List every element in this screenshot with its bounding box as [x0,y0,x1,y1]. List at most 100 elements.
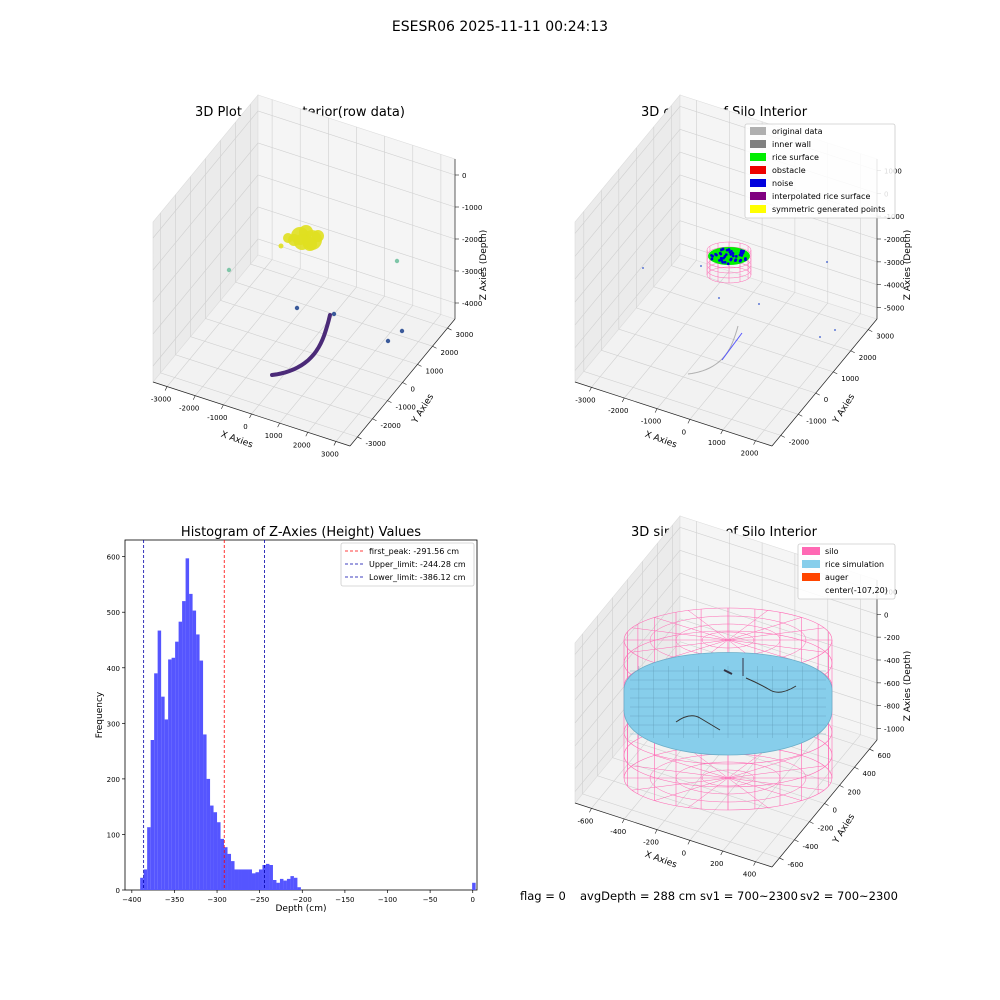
histogram-legend: first_peak: -291.56 cm Upper_limit: -244.… [340,542,475,587]
raw-plot-xlabel: X Axies [219,430,254,451]
y-tick-mark [815,392,820,396]
y-grid-line [635,147,834,373]
histogram-bar [178,621,183,890]
y-tick-mark [850,350,855,354]
y-tick-label: 3000 [876,333,894,341]
histogram-ticks: −400 −350 −300 −250 −200 −150 −100 −50 0 0 100 200 3… [107,554,475,904]
histogram-bar [189,593,193,890]
original-arc-curve [687,325,739,375]
histogram-bars [140,558,476,890]
x-grid-line [624,111,730,399]
y-tick-mark [824,803,829,806]
y-tick-label: 1000 [426,367,444,375]
histogram-bar [241,869,245,890]
classify-plot-ticks: -3000 -2000 -1000 0 1000 2000 -2000 -1000 0 1000 2… [575,167,904,457]
histogram-bar [206,778,211,890]
y-tick-label: 200 [848,788,861,796]
x-tick-mark [753,440,756,445]
noise-outlier-point [700,265,702,267]
noise-outlier-point [826,261,828,263]
y-grid-line [220,140,418,365]
noise-point [710,257,714,261]
z-grid-line [574,618,878,747]
noise-point [744,258,747,261]
x-tick-label: -2000 [608,407,628,415]
raw-plot-panes [152,94,456,447]
z-tick-label: -1000 [884,726,904,734]
x-tick-label: −200 [293,896,312,904]
histogram-frame [124,539,478,891]
y-tick-label: -2000 [381,422,401,430]
histogram-bar [140,877,144,890]
y-tick-label: -600 [788,861,804,869]
x-grid-line [591,100,697,388]
legend-swatch [750,153,766,161]
x-tick-label: −50 [423,896,438,904]
histogram-bar [213,812,218,890]
histogram-bar [161,696,165,890]
histogram-bar [472,882,476,890]
x-tick-label: 400 [743,871,756,879]
z-grid-line [152,206,456,335]
x-tick-label: -2000 [179,405,199,413]
y-tick-label: 500 [107,609,120,617]
histogram-bar [297,887,301,890]
x-grid-line [307,145,414,433]
yellow-cluster-point [312,230,324,242]
simulation-plot-geometry [623,607,833,811]
x-axis-line [574,381,773,447]
x-tick-label: -200 [643,839,659,847]
noise-outlier-point [834,329,836,331]
histogram-title: Histogram of Z-Axies (Height) Values [181,525,421,540]
legend-label: first_peak: -291.56 cm [369,547,459,556]
x-tick-label: 1000 [708,439,726,447]
x-tick-mark [192,395,196,400]
x-axis-line [574,802,773,868]
y-tick-mark [432,345,437,349]
y-tick-label: 100 [107,831,120,839]
simulation-3d-plot: 3D simulation of Silo Interior -600-400-… [574,515,913,879]
legend-label: noise [772,179,793,188]
x-tick-mark [589,808,592,813]
y-tick-label: 600 [878,752,891,760]
x-tick-mark [621,397,625,403]
outlier-point [394,258,400,264]
y-tick-mark [833,371,838,375]
noise-point [731,251,735,255]
z-grid-line [152,238,456,367]
x-tick-mark [720,850,724,856]
legend-swatch [750,179,766,187]
y-grid-line [670,105,869,330]
outlier-point [226,267,232,273]
y-tick-label: 400 [863,770,876,778]
x-tick-label: 0 [243,423,247,431]
x-tick-mark [333,441,337,446]
noise-point [733,259,737,263]
y-tick-label: 0 [116,887,120,895]
histogram-bar [238,869,242,890]
y-tick-mark [809,821,814,824]
z-tick-label: 0 [462,172,466,180]
noise-point [738,259,742,263]
histogram-bar [293,877,298,890]
legend-swatch [802,560,820,568]
legend-label: Upper_limit: -244.28 cm [369,560,466,569]
raw-plot-zlabel: Z Axies (Depth) [479,230,489,301]
x-tick-label: −400 [122,896,141,904]
simulation-plot-ticks: -600 -400 -200 0 200 400 -600 -400 -200 0 200 400 60… [577,588,904,878]
legend-swatch [802,547,820,555]
histogram-ylabel: Frequency [95,691,105,738]
z-grid-line [574,197,878,326]
histogram-bar [272,880,277,890]
y-tick-label: 400 [107,665,120,673]
z-tick-label: -1000 [462,204,482,212]
histogram-bar [210,805,214,890]
z-tick-label: -4000 [462,300,482,308]
noise-point [730,249,733,253]
histogram-threshold-lines [143,540,265,890]
x-tick-label: −350 [165,896,184,904]
y-grid-line [250,104,448,329]
x-tick-mark [687,840,691,845]
simulation-plot-zlabel: Z Axies (Depth) [903,651,913,722]
y-tick-label: -1000 [806,417,826,425]
